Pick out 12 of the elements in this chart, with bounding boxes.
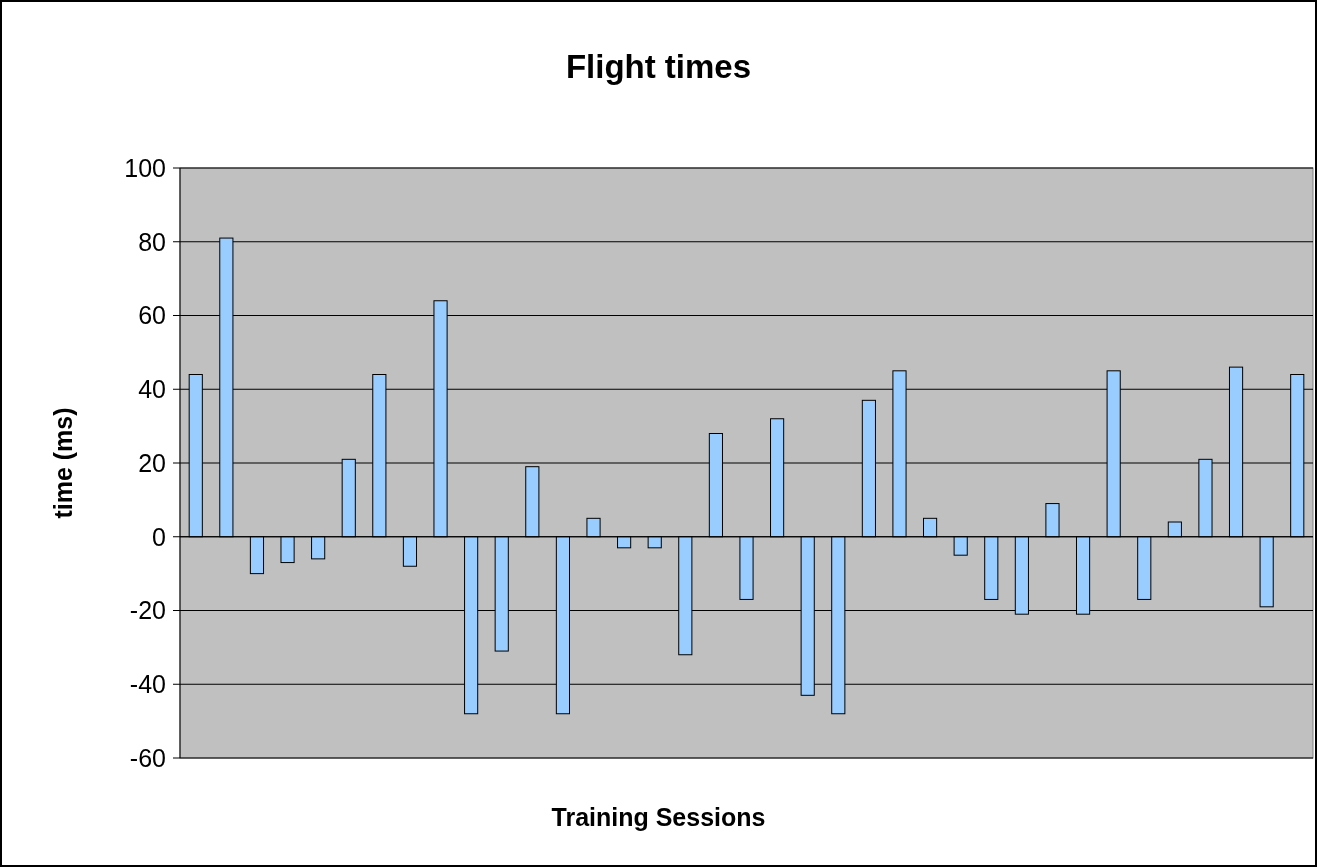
y-tick-label: -40 xyxy=(129,670,166,698)
y-tick-label: -60 xyxy=(129,743,166,772)
y-tick-label: 60 xyxy=(138,301,166,330)
x-axis-title: Training Sessions xyxy=(551,803,766,831)
y-tick-label: 0 xyxy=(152,522,166,551)
y-tick-label: 100 xyxy=(124,153,166,182)
y-tick-label: 40 xyxy=(138,375,166,403)
y-tick-label: -20 xyxy=(129,596,166,625)
y-tick-label: 20 xyxy=(138,448,166,477)
y-axis-title: time (ms) xyxy=(49,407,77,519)
chart-title: Flight times xyxy=(565,48,752,85)
y-tick-label: 80 xyxy=(138,227,166,256)
